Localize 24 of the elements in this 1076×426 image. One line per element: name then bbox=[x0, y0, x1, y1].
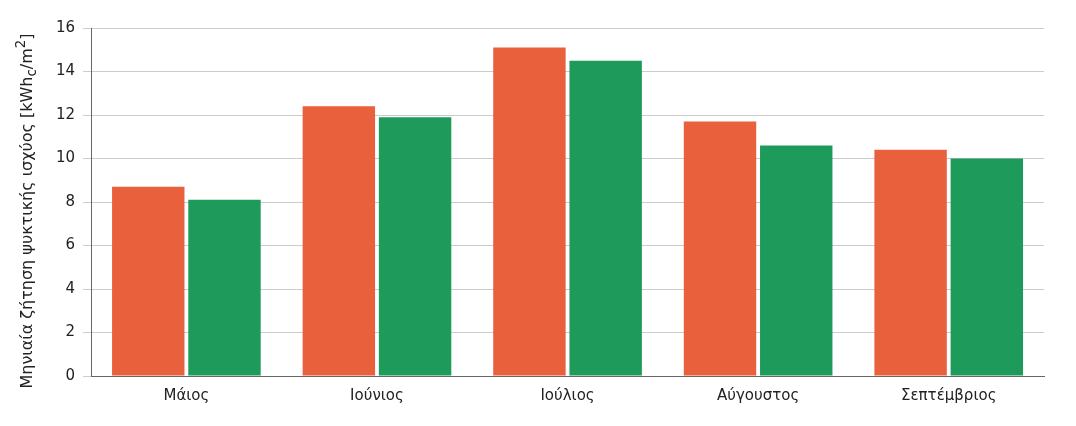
bar bbox=[378, 117, 452, 376]
x-tick-label: Ιούλιος bbox=[540, 385, 595, 404]
bar bbox=[188, 199, 261, 376]
bar bbox=[493, 47, 566, 376]
y-tick-label: 16 bbox=[55, 17, 76, 36]
y-tick-label: 2 bbox=[65, 322, 76, 341]
y-tick-label: 0 bbox=[65, 365, 76, 384]
y-tick-label: 6 bbox=[65, 235, 76, 254]
y-tick-label: 14 bbox=[55, 61, 76, 80]
bar bbox=[950, 158, 1024, 376]
x-tick-label: Αύγουστος bbox=[717, 385, 800, 404]
x-tick-label: Σεπτέμβριος bbox=[900, 385, 997, 404]
bar bbox=[302, 106, 376, 376]
y-tick-label: 4 bbox=[65, 278, 76, 297]
x-tick-label: Μάιος bbox=[163, 385, 210, 404]
bar bbox=[760, 145, 833, 376]
y-tick-label: 10 bbox=[55, 148, 76, 167]
bar bbox=[569, 60, 642, 376]
y-tick-label: 8 bbox=[65, 191, 76, 210]
x-tick-label: Ιούνιος bbox=[350, 385, 404, 404]
bar bbox=[874, 149, 947, 376]
bar bbox=[112, 186, 185, 376]
bar bbox=[683, 121, 757, 376]
y-tick-label: 12 bbox=[55, 104, 76, 123]
